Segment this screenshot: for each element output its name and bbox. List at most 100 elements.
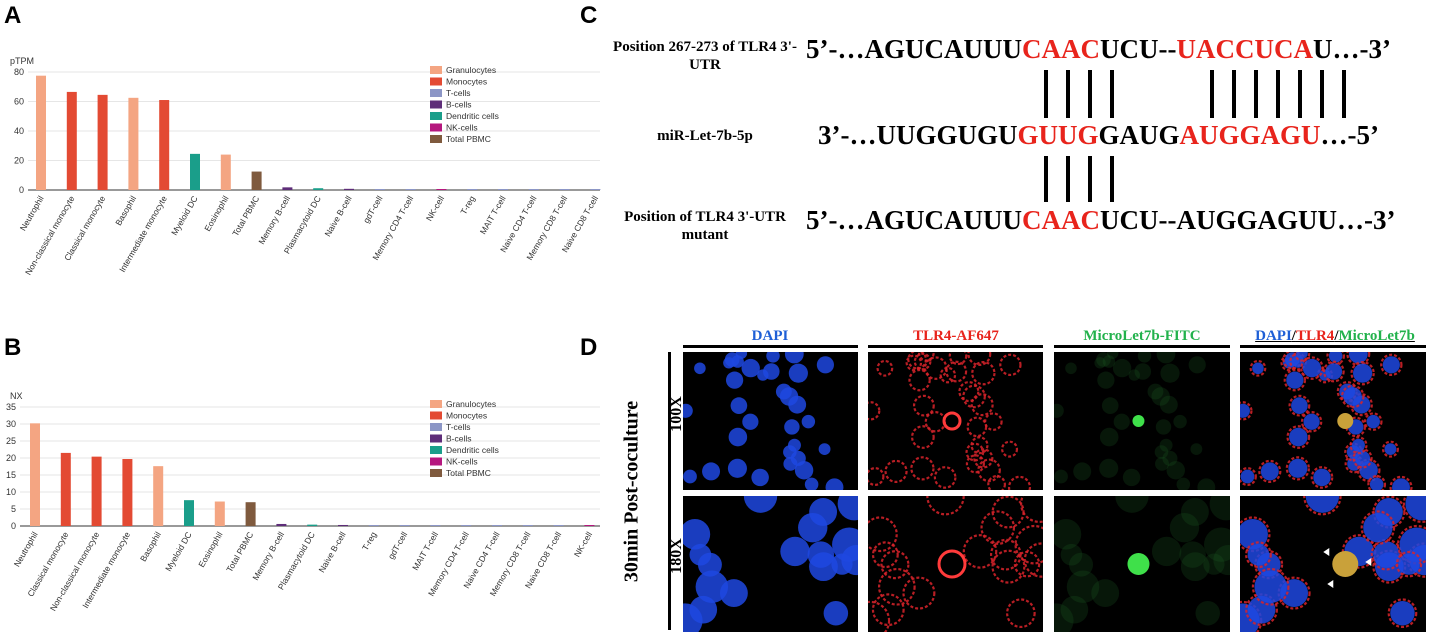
bar — [559, 189, 570, 190]
seed-match-segment: CAAC — [1021, 205, 1100, 235]
bar — [245, 502, 256, 526]
legend-swatch — [430, 400, 442, 408]
background-cell — [1197, 478, 1216, 490]
side-bracket — [668, 352, 671, 630]
background-cell — [1203, 553, 1225, 575]
bar — [91, 456, 102, 526]
membrane-stain — [1396, 524, 1426, 565]
membrane-stain — [973, 448, 994, 469]
column-rule-1 — [683, 345, 858, 348]
x-tick-label: NK-cell — [424, 194, 446, 223]
membrane-stain — [868, 401, 881, 421]
background-cell — [1137, 352, 1152, 363]
membrane-stain — [1350, 360, 1375, 386]
nucleus — [1280, 579, 1309, 608]
nucleus — [779, 387, 799, 406]
membrane-stain — [1023, 542, 1043, 578]
merged-title-tlr4: TLR4 — [1295, 328, 1335, 344]
nucleus — [1289, 427, 1308, 447]
legend-label: Granulocytes — [446, 65, 496, 75]
bar — [498, 189, 508, 190]
y-tick-label: 0 — [11, 521, 16, 531]
legend-label: Monocytes — [446, 77, 487, 87]
background-cell — [1159, 395, 1178, 414]
legend-swatch — [430, 123, 442, 132]
nucleus — [816, 356, 834, 374]
y-tick-label: 20 — [14, 156, 24, 166]
nucleus — [1288, 458, 1308, 478]
panel-letter-c: C — [580, 2, 598, 29]
membrane-stain — [868, 516, 898, 553]
membrane-stain — [970, 393, 994, 417]
background-cell — [1060, 595, 1089, 624]
nucleus — [1398, 553, 1420, 575]
micrograph-microlet7b-100x — [1054, 352, 1230, 490]
membrane-stain — [910, 456, 935, 481]
colocalized-cell — [1332, 551, 1359, 577]
background-cell — [1180, 552, 1210, 582]
membrane-stain — [923, 356, 948, 380]
bar — [153, 466, 164, 526]
bar — [97, 94, 108, 190]
micrograph-merged-100x — [1240, 352, 1426, 490]
nucleus — [788, 438, 801, 452]
nucleus — [1352, 438, 1365, 452]
nucleus — [1384, 443, 1397, 456]
nucleus — [1254, 570, 1287, 604]
column-title-dapi: DAPI — [751, 328, 789, 344]
colocalized-cell — [1337, 413, 1354, 429]
sequence-segment: U…-3’ — [1312, 34, 1391, 64]
nucleus — [823, 600, 849, 626]
legend-swatch — [430, 446, 442, 454]
legend-swatch — [430, 457, 442, 466]
bar — [344, 188, 354, 190]
background-cell — [1151, 387, 1170, 406]
column-rule-3 — [1054, 345, 1230, 348]
nucleus — [694, 362, 706, 375]
nucleus — [1302, 358, 1322, 378]
background-cell — [1054, 603, 1074, 632]
y-tick-label: 20 — [6, 453, 16, 463]
nucleus — [1286, 371, 1304, 389]
membrane-stain — [868, 600, 891, 632]
nucleus — [683, 519, 711, 550]
background-cell — [1151, 536, 1182, 567]
membrane-stain — [939, 366, 957, 384]
membrane-stain — [966, 416, 988, 438]
legend-swatch — [430, 112, 442, 120]
membrane-stain — [962, 384, 986, 409]
membrane-stain — [1258, 459, 1282, 483]
background-cell — [1096, 352, 1111, 367]
background-cell — [1173, 414, 1187, 429]
legend-label: Total PBMC — [446, 468, 491, 478]
x-tick-label: T-reg — [360, 530, 379, 552]
legend-label: B-cells — [446, 100, 472, 110]
membrane-stain — [1380, 353, 1403, 377]
nucleus — [1390, 600, 1415, 626]
bar — [128, 97, 139, 190]
nucleus — [1305, 496, 1340, 513]
label-mir-let7b: miR-Let-7b-5p — [657, 128, 753, 144]
seed-match-segment: CAAC — [1021, 34, 1100, 64]
membrane-stain — [1277, 576, 1311, 610]
membrane-stain — [871, 593, 905, 627]
membrane-stain — [1286, 425, 1311, 449]
background-cell — [1213, 545, 1230, 576]
x-tick-label: NK-cell — [572, 530, 594, 559]
background-cell — [1102, 355, 1116, 368]
micrograph-dapi-100x — [683, 352, 858, 490]
membrane-stain — [1014, 524, 1043, 565]
micrograph-tlr4-180x — [868, 496, 1043, 632]
membrane-stain — [1310, 466, 1334, 489]
background-cell — [1115, 496, 1149, 513]
membrane-stain — [902, 576, 936, 610]
bar — [492, 525, 502, 526]
nucleus — [1363, 512, 1393, 543]
x-tick-label: T-reg — [458, 194, 477, 216]
x-tick-label: Total PBMC — [224, 530, 255, 574]
bar — [528, 189, 539, 190]
membrane-stain — [1020, 496, 1043, 523]
x-tick-label: Eosinophil — [196, 530, 224, 569]
membrane-stain — [1363, 412, 1383, 431]
